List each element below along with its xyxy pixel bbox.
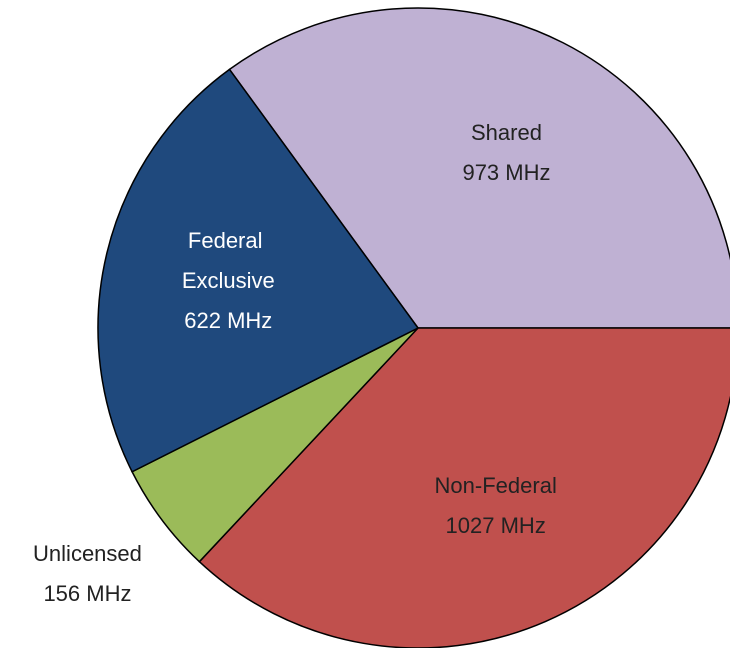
value-label: 1027 MHz: [446, 513, 546, 538]
value-label: 622 MHz: [184, 308, 272, 333]
slice-label: Federal Exclusive: [182, 228, 275, 293]
slice-label-line: Exclusive: [182, 268, 275, 293]
value-label: 973 MHz: [462, 160, 550, 185]
pie-slice: [198, 327, 730, 648]
slice-label: Shared: [471, 120, 542, 145]
slice-label-line: Federal: [188, 228, 269, 253]
slice-label: Unlicensed: [33, 541, 142, 566]
pie-slice: [228, 7, 730, 329]
slice-label: Non-Federal: [435, 473, 557, 498]
value-label: 156 MHz: [43, 581, 131, 606]
pie-slice: [97, 68, 420, 473]
